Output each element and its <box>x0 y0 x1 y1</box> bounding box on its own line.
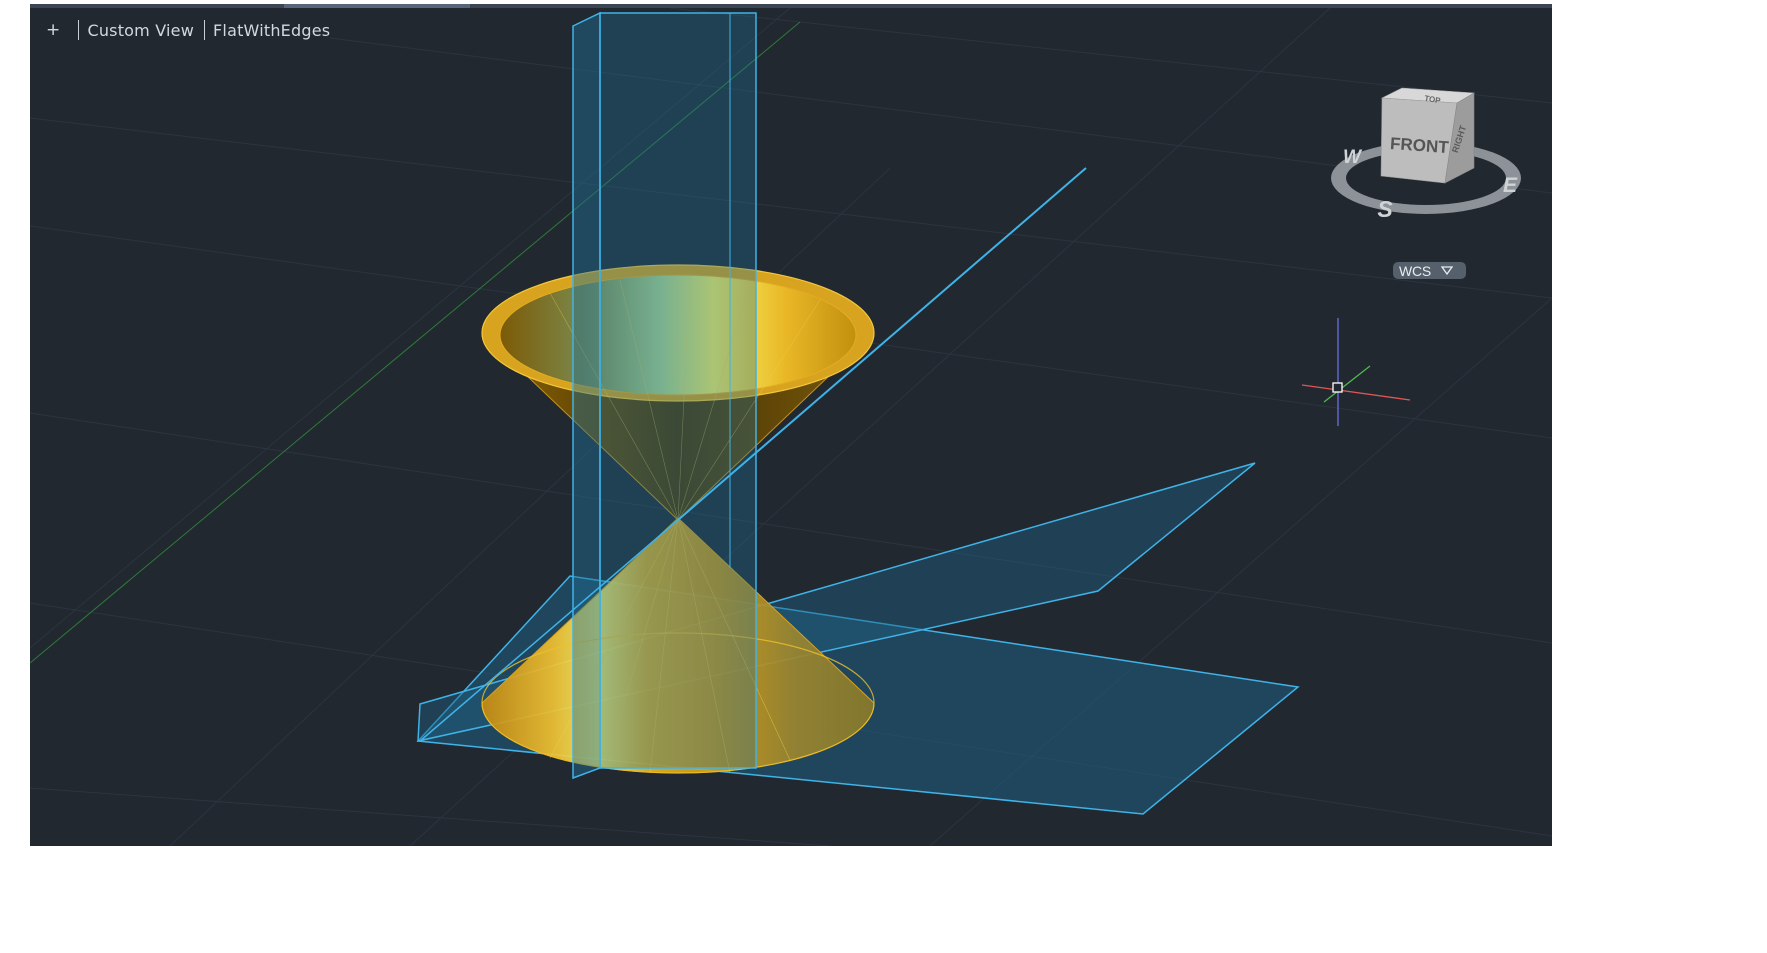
viewcube-top-label[interactable]: TOP <box>1424 94 1442 106</box>
compass-e-label[interactable]: E <box>1503 174 1518 197</box>
separator <box>204 20 206 40</box>
file-tab[interactable] <box>284 4 470 9</box>
compass-w-label[interactable]: W <box>1343 147 1363 168</box>
visual-style-menu[interactable]: FlatWithEdges <box>213 20 331 40</box>
viewport-controls: + Custom View FlatWithEdges <box>42 20 334 40</box>
section-line <box>677 167 1087 521</box>
compass-s-label[interactable]: S <box>1377 196 1393 222</box>
lower-cone <box>481 517 875 774</box>
world-y-axis <box>30 21 801 664</box>
wcs-dropdown[interactable]: WCS <box>1393 262 1466 279</box>
separator <box>78 20 80 40</box>
model-space-canvas[interactable]: FRONT TOP RIGHT W S E <box>30 8 1552 846</box>
upper-cone <box>481 264 875 521</box>
ucs-icon <box>1301 318 1411 426</box>
viewport-controls-menu[interactable]: + <box>46 20 61 40</box>
viewcube-front-label[interactable]: FRONT <box>1390 134 1450 157</box>
chevron-down-icon <box>1441 265 1454 275</box>
wcs-label: WCS <box>1399 262 1432 279</box>
view-controls-menu[interactable]: Custom View <box>87 20 195 40</box>
file-tab-strip <box>30 4 1552 9</box>
vertical-section-plane <box>572 11 757 780</box>
viewcube-icon[interactable]: FRONT TOP RIGHT W S E <box>1331 87 1521 222</box>
drawing-viewport[interactable]: FRONT TOP RIGHT W S E + Custom View Flat… <box>30 8 1552 846</box>
